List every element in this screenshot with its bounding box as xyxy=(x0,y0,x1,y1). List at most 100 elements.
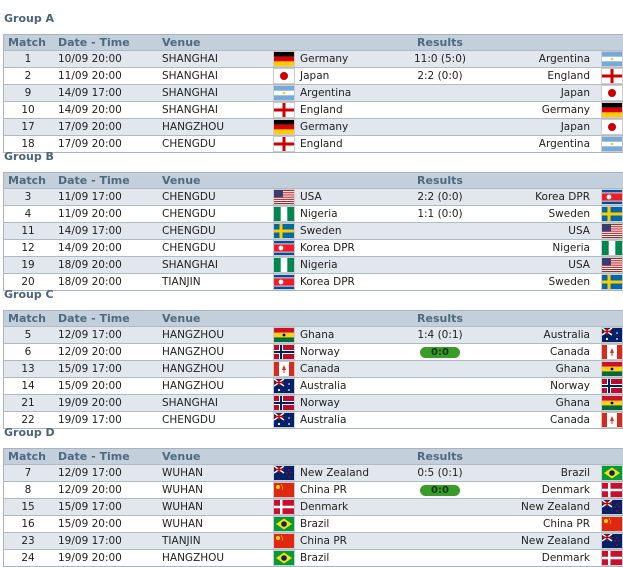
match-venue: HANGZHOU xyxy=(162,119,270,136)
away-team[interactable]: Canada xyxy=(490,344,596,361)
away-team[interactable]: Japan xyxy=(490,119,596,136)
flag-nigeria-icon xyxy=(601,240,623,256)
away-team[interactable]: Norway xyxy=(490,378,596,395)
header-results: Results xyxy=(390,449,490,465)
live-score-badge[interactable]: 0:0 xyxy=(420,485,460,496)
home-team[interactable]: Germany xyxy=(298,51,390,68)
match-venue: WUHAN xyxy=(162,516,270,533)
home-team[interactable]: Germany xyxy=(298,119,390,136)
flag-nigeria-icon xyxy=(273,257,295,273)
away-team[interactable]: Brazil xyxy=(490,465,596,482)
flag-brazil-icon xyxy=(601,465,623,481)
home-team[interactable]: Norway xyxy=(298,395,390,412)
match-number: 8 xyxy=(4,482,53,499)
match-venue: WUHAN xyxy=(162,482,270,499)
home-team[interactable]: Canada xyxy=(298,361,390,378)
home-team[interactable]: Nigeria xyxy=(298,206,390,223)
match-result: 1:1 (0:0) xyxy=(417,208,462,220)
away-team[interactable]: New Zealand xyxy=(490,499,596,516)
home-team[interactable]: Denmark xyxy=(298,499,390,516)
match-number: 12 xyxy=(4,240,53,257)
away-team[interactable]: Ghana xyxy=(490,361,596,378)
flag-japan-icon xyxy=(601,85,623,101)
home-team[interactable]: China PR xyxy=(298,482,390,499)
flag-brazil-icon xyxy=(273,550,295,566)
away-team[interactable]: Nigeria xyxy=(490,240,596,257)
match-number: 5 xyxy=(4,327,53,344)
live-score-badge[interactable]: 0:0 xyxy=(420,347,460,358)
home-team[interactable]: Nigeria xyxy=(298,257,390,274)
away-team[interactable]: Japan xyxy=(490,85,596,102)
group-title: Group C xyxy=(3,288,618,302)
home-team[interactable]: Korea DPR xyxy=(298,240,390,257)
home-team[interactable]: Australia xyxy=(298,378,390,395)
flag-denmark-icon xyxy=(601,550,623,566)
match-number: 1 xyxy=(4,51,53,68)
home-team[interactable]: England xyxy=(298,102,390,119)
match-venue: CHENGDU xyxy=(162,223,270,240)
away-team[interactable]: England xyxy=(490,68,596,85)
flag-japan-icon xyxy=(601,119,623,135)
home-team[interactable]: Sweden xyxy=(298,223,390,240)
home-team[interactable]: China PR xyxy=(298,533,390,550)
match-venue: TIANJIN xyxy=(162,533,270,550)
away-team[interactable]: Australia xyxy=(490,327,596,344)
home-team[interactable]: Brazil xyxy=(298,516,390,533)
header-venue: Venue xyxy=(162,311,270,327)
away-team[interactable]: USA xyxy=(490,223,596,240)
flag-norway-icon xyxy=(601,378,623,394)
home-team[interactable]: New Zealand xyxy=(298,465,390,482)
flag-argentina-icon xyxy=(601,51,623,67)
home-team[interactable]: Argentina xyxy=(298,85,390,102)
flag-new-zealand-icon xyxy=(601,533,623,549)
away-team[interactable]: Korea DPR xyxy=(490,189,596,206)
away-team[interactable]: Ghana xyxy=(490,395,596,412)
away-team[interactable]: Germany xyxy=(490,102,596,119)
home-team[interactable]: USA xyxy=(298,189,390,206)
flag-england-icon xyxy=(601,68,623,84)
home-team[interactable]: Japan xyxy=(298,68,390,85)
match-datetime: 14/09 20:00 xyxy=(52,102,162,119)
flag-norway-icon xyxy=(273,395,295,411)
home-team[interactable]: Norway xyxy=(298,344,390,361)
match-datetime: 18/09 20:00 xyxy=(52,257,162,274)
flag-canada-icon xyxy=(273,361,295,377)
away-team[interactable]: Denmark xyxy=(490,550,596,567)
away-team[interactable]: USA xyxy=(490,257,596,274)
match-result: 1:4 (0:1) xyxy=(417,329,462,341)
match-number: 17 xyxy=(4,119,53,136)
away-team[interactable]: New Zealand xyxy=(490,533,596,550)
home-team[interactable]: Brazil xyxy=(298,550,390,567)
away-team[interactable]: Sweden xyxy=(490,206,596,223)
away-team[interactable]: Argentina xyxy=(490,51,596,68)
away-team[interactable]: China PR xyxy=(490,516,596,533)
home-team[interactable]: Ghana xyxy=(298,327,390,344)
away-team[interactable]: Denmark xyxy=(490,482,596,499)
